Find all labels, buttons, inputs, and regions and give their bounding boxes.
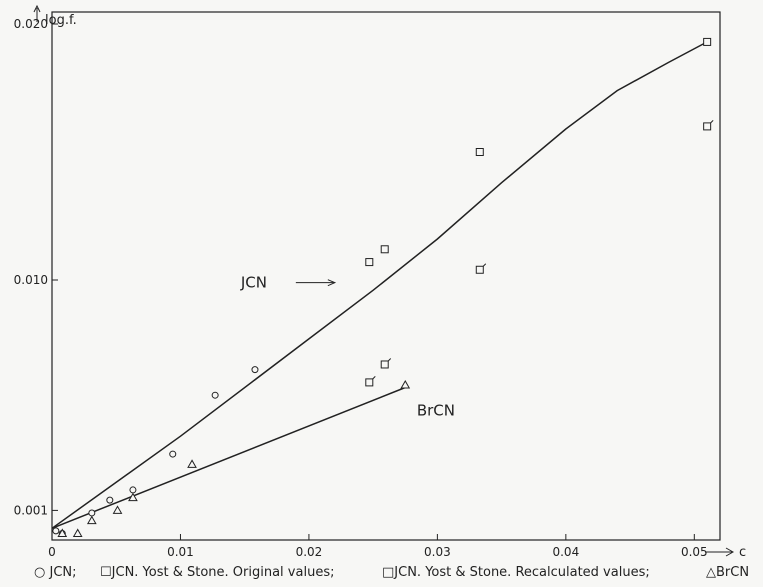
point-yost-original-tick: [482, 263, 487, 267]
x-tick-label: 0: [48, 545, 56, 559]
point-jcn: [169, 450, 177, 458]
axis-ticks: 0 0.01 0.02 0.03 0.04 0.05 0.001 0.010 0.020: [14, 17, 708, 559]
point-yost-original-tick: [372, 376, 376, 380]
point-yost-original-tick: [387, 358, 392, 362]
point-yost-recalculated: [365, 258, 374, 267]
y-axis-title: log.f.: [45, 13, 77, 28]
legend-symbol-square: □: [382, 565, 395, 580]
legend-item-yost-recalculated: □JCN. Yost & Stone. Recalculated values;: [382, 565, 650, 580]
curve-brcn: [51, 386, 406, 529]
annotation-brcn: BrCN: [417, 402, 455, 420]
point-jcn: [88, 509, 96, 517]
x-tick-label: 0.02: [296, 545, 323, 559]
point-brcn: [128, 492, 138, 502]
x-tick-label: 0.01: [167, 545, 194, 559]
y-tick-label: 0.010: [14, 273, 48, 287]
legend-label: JCN;: [49, 565, 77, 580]
point-yost-recalculated: [703, 37, 712, 46]
curve-jcn: [51, 41, 708, 529]
legend-symbol-triangle: △: [706, 565, 716, 580]
point-yost-original-tick: [710, 120, 714, 124]
point-jcn: [211, 391, 219, 399]
y-axis-arrowhead: [33, 4, 41, 13]
chart-canvas: 0 0.01 0.02 0.03 0.04 0.05 0.001 0.010 0.020 JCN…: [14, 4, 746, 560]
point-brcn: [57, 528, 68, 537]
point-jcn: [251, 366, 259, 374]
data-points: [52, 37, 714, 537]
y-tick-label: 0.020: [14, 17, 48, 31]
fit-curves: [51, 41, 708, 529]
legend-item-yost-original: ☐JCN. Yost & Stone. Original values;: [100, 565, 334, 580]
legend-item-jcn: ○ JCN;: [34, 565, 77, 580]
point-jcn: [52, 527, 60, 535]
legend-label: JCN. Yost & Stone. Original values;: [111, 565, 335, 580]
y-tick-label: 0.001: [14, 503, 48, 517]
point-yost-original: [703, 122, 712, 131]
legend: ○ JCN; ☐JCN. Yost & Stone. Original valu…: [0, 565, 763, 585]
plot-frame: [51, 11, 721, 541]
x-tick-label: 0.05: [681, 545, 708, 559]
x-tick-label: 0.03: [424, 545, 451, 559]
legend-label: JCN. Yost & Stone. Recalculated values;: [394, 565, 650, 580]
point-yost-recalculated: [380, 245, 389, 254]
legend-label: BrCN: [716, 565, 750, 580]
point-brcn: [187, 459, 197, 468]
point-yost-recalculated: [475, 148, 484, 156]
x-axis-title: c: [739, 545, 746, 560]
legend-item-brcn: △BrCN: [706, 565, 749, 580]
legend-symbol-circle: ○: [34, 565, 46, 580]
x-axis-arrowhead: [725, 547, 735, 557]
annotation-arrowhead: [327, 279, 337, 287]
point-brcn: [72, 528, 83, 537]
x-tick-label: 0.04: [552, 545, 579, 559]
point-yost-original: [380, 360, 389, 369]
point-brcn: [112, 505, 123, 514]
point-yost-original: [365, 378, 374, 387]
point-brcn: [86, 515, 97, 525]
point-jcn: [106, 496, 114, 504]
annotations: JCN BrCN: [240, 274, 455, 420]
point-brcn: [400, 379, 411, 389]
point-jcn: [129, 486, 137, 494]
annotation-jcn: JCN: [240, 274, 267, 292]
point-yost-original: [475, 265, 484, 274]
legend-symbol-square-tick: ☐: [100, 565, 112, 580]
